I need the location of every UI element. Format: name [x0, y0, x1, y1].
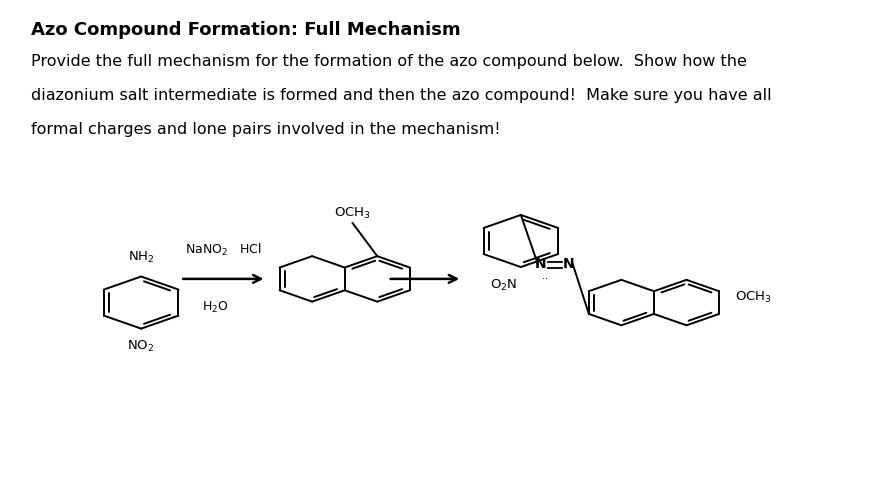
Text: OCH$_3$: OCH$_3$ — [735, 290, 772, 306]
Text: N: N — [563, 257, 575, 271]
Text: NaNO$_2$   HCl: NaNO$_2$ HCl — [185, 241, 262, 257]
Text: H$_2$O: H$_2$O — [202, 300, 229, 315]
Text: formal charges and lone pairs involved in the mechanism!: formal charges and lone pairs involved i… — [31, 122, 500, 137]
Text: NH$_2$: NH$_2$ — [128, 250, 154, 265]
Text: O$_2$N: O$_2$N — [490, 278, 517, 293]
Text: NO$_2$: NO$_2$ — [128, 339, 155, 354]
Text: OCH$_3$: OCH$_3$ — [334, 205, 371, 221]
Text: N: N — [535, 257, 547, 271]
Text: Provide the full mechanism for the formation of the azo compound below.  Show ho: Provide the full mechanism for the forma… — [31, 54, 746, 69]
Text: diazonium salt intermediate is formed and then the azo compound!  Make sure you : diazonium salt intermediate is formed an… — [31, 88, 772, 103]
Text: Azo Compound Formation: Full Mechanism: Azo Compound Formation: Full Mechanism — [31, 21, 461, 39]
Text: ..: .. — [542, 271, 548, 281]
